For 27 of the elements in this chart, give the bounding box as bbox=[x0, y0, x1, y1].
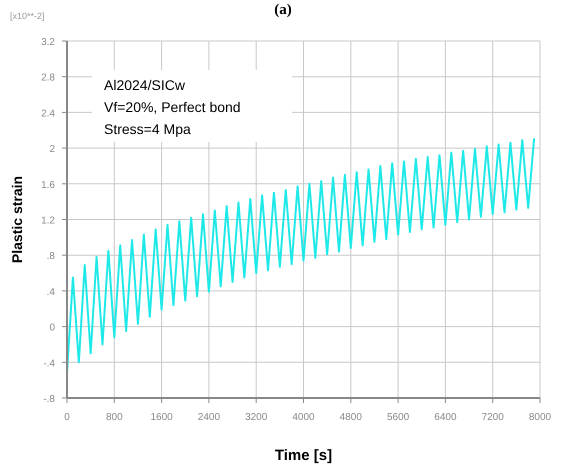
y-tick-label: 1.6 bbox=[41, 180, 56, 191]
text: [x10**-2] bbox=[10, 11, 45, 21]
y-tick-label: .4 bbox=[46, 286, 56, 298]
y-tick-label: 1.2 bbox=[41, 216, 56, 226]
y-tick-label: 0 bbox=[49, 322, 56, 334]
y-tick-label: 2.8 bbox=[41, 72, 56, 84]
y-tick-label: 2 bbox=[49, 144, 56, 156]
y-tick-label: 2.4 bbox=[41, 108, 56, 120]
annotation: Al2024/SICw Vf=20%, Perfect bond Stress=4 Mpa bbox=[104, 77, 241, 137]
y-axis-title: Plastic strain bbox=[9, 176, 25, 264]
x-tick-label: 5600 bbox=[386, 412, 410, 423]
x-tick-label: 6400 bbox=[434, 412, 457, 423]
chart-title: (a) bbox=[274, 2, 292, 18]
y-tick-label: -.8 bbox=[43, 394, 56, 405]
x-tick-label: 8000 bbox=[528, 412, 552, 423]
x-tick-label: 1600 bbox=[150, 412, 174, 423]
x-tick-label: 7200 bbox=[482, 412, 504, 423]
y-tick-label: .8 bbox=[46, 251, 56, 262]
x-tick-label: 3200 bbox=[245, 412, 268, 423]
x-tick-label: 800 bbox=[106, 412, 124, 423]
x-tick-label: 2400 bbox=[198, 412, 220, 423]
x-tick-label: 4800 bbox=[340, 412, 362, 423]
x-tick-label: 4000 bbox=[292, 412, 316, 423]
x-axis-title: Time [s] bbox=[274, 447, 332, 464]
y-tick-label: -.4 bbox=[43, 358, 56, 370]
x-tick-label: 0 bbox=[64, 412, 70, 423]
y-tick-label: 3.2 bbox=[41, 37, 56, 48]
